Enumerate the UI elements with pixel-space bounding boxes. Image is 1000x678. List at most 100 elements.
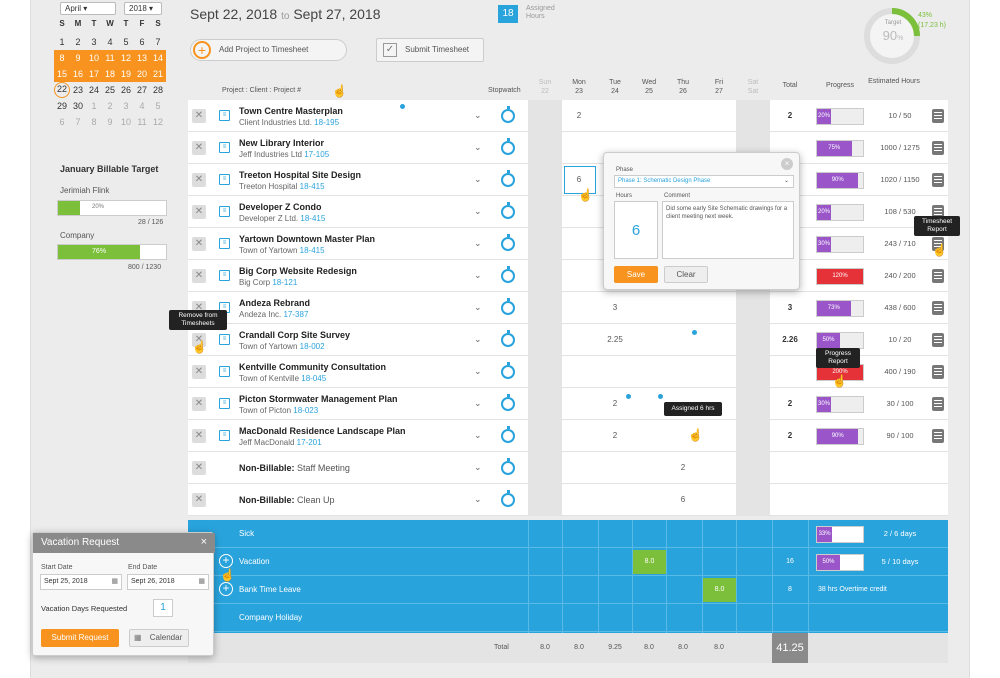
hours-field[interactable]: 6 — [614, 201, 658, 259]
leave-progress-bar[interactable]: 50% — [816, 554, 864, 571]
month-select[interactable]: April ▾ — [60, 2, 116, 15]
stopwatch-icon[interactable] — [501, 490, 515, 507]
calendar-day[interactable]: 7 — [75, 117, 81, 127]
calendar-day[interactable]: 9 — [107, 117, 113, 127]
calendar-day[interactable]: 21 — [150, 66, 166, 82]
calendar-day[interactable]: 15 — [54, 66, 70, 82]
calendar-day[interactable]: 12 — [152, 117, 163, 127]
calendar-day[interactable]: 30 — [72, 101, 83, 111]
leave-hours-cell[interactable]: 8.0 — [633, 550, 666, 574]
calendar-day[interactable]: 25 — [104, 85, 115, 95]
hours-cell[interactable]: 2.25 — [607, 335, 623, 344]
report-icon[interactable] — [932, 365, 944, 379]
report-icon[interactable] — [932, 205, 944, 219]
document-icon[interactable]: ≡ — [219, 270, 230, 281]
hours-cell[interactable]: 2 — [576, 111, 582, 120]
report-icon[interactable] — [932, 237, 944, 251]
remove-icon[interactable]: ✕ — [192, 205, 206, 219]
calendar-day[interactable]: 20 — [134, 66, 150, 82]
leave-hours-cell[interactable]: 8.0 — [703, 578, 736, 602]
document-icon[interactable]: ≡ — [219, 366, 230, 377]
vacation-days-field[interactable]: 1 — [153, 599, 173, 617]
remove-icon[interactable]: ✕ — [192, 365, 206, 379]
calendar-day[interactable]: 6 — [139, 37, 145, 47]
progress-bar[interactable]: 50% — [816, 332, 864, 349]
calendar-day[interactable]: 14 — [150, 50, 166, 66]
document-icon[interactable]: ≡ — [219, 430, 230, 441]
calendar-day[interactable]: 28 — [152, 85, 163, 95]
calendar-day[interactable]: 29 — [56, 101, 67, 111]
document-icon[interactable]: ≡ — [219, 142, 230, 153]
remove-icon[interactable]: ✕ — [192, 173, 206, 187]
calendar-day[interactable]: 10 — [120, 117, 131, 127]
report-icon[interactable] — [932, 173, 944, 187]
hours-cell[interactable]: 6 — [680, 495, 686, 504]
leave-progress-bar[interactable]: 33% — [816, 526, 864, 543]
document-icon[interactable]: ≡ — [219, 334, 230, 345]
remove-icon[interactable]: ✕ — [192, 141, 206, 155]
calendar-day[interactable]: 7 — [155, 37, 161, 47]
hours-cell[interactable]: 2 — [612, 431, 618, 440]
stopwatch-icon[interactable] — [501, 202, 515, 219]
add-project-button[interactable]: + Add Project to Timesheet — [190, 39, 347, 61]
calendar-day[interactable]: 13 — [134, 50, 150, 66]
chevron-down-icon[interactable]: ⌄ — [474, 174, 482, 184]
stopwatch-icon[interactable] — [501, 266, 515, 283]
chevron-down-icon[interactable]: ⌄ — [474, 302, 482, 312]
report-icon[interactable] — [932, 109, 944, 123]
year-select[interactable]: 2018 ▾ — [124, 2, 162, 15]
close-icon[interactable]: × — [781, 158, 793, 170]
calendar-day[interactable]: 2 — [107, 101, 113, 111]
remove-icon[interactable]: ✕ — [192, 269, 206, 283]
clear-button[interactable]: Clear — [664, 266, 708, 283]
calendar-day[interactable]: 12 — [118, 50, 134, 66]
calendar-day[interactable]: 23 — [72, 85, 83, 95]
stopwatch-icon[interactable] — [501, 362, 515, 379]
progress-bar[interactable]: 90% — [816, 428, 864, 445]
document-icon[interactable]: ≡ — [219, 174, 230, 185]
progress-bar[interactable]: 30% — [816, 396, 864, 413]
calendar-day[interactable]: 18 — [102, 66, 118, 82]
stopwatch-icon[interactable] — [501, 298, 515, 315]
calendar-day[interactable]: 9 — [70, 50, 86, 66]
save-button[interactable]: Save — [614, 266, 658, 283]
calendar-day[interactable]: 8 — [54, 50, 70, 66]
calendar-day[interactable]: 10 — [86, 50, 102, 66]
calendar-day[interactable]: 27 — [136, 85, 147, 95]
add-circle-icon[interactable]: + — [219, 582, 233, 596]
calendar-day[interactable]: 11 — [137, 117, 147, 127]
calendar-day[interactable]: 3 — [123, 101, 129, 111]
calendar-day[interactable]: 26 — [120, 85, 131, 95]
hours-cell[interactable]: 2 — [612, 399, 618, 408]
calendar-day[interactable]: 4 — [139, 101, 145, 111]
chevron-down-icon[interactable]: ⌄ — [474, 430, 482, 440]
document-icon[interactable]: ≡ — [219, 238, 230, 249]
chevron-down-icon[interactable]: ⌄ — [474, 238, 482, 248]
calendar-day[interactable]: 11 — [102, 50, 118, 66]
calendar-day[interactable]: 16 — [70, 66, 86, 82]
remove-icon[interactable]: ✕ — [192, 493, 206, 507]
stopwatch-icon[interactable] — [501, 426, 515, 443]
chevron-down-icon[interactable]: ⌄ — [474, 494, 482, 504]
progress-bar[interactable]: 73% — [816, 300, 864, 317]
remove-icon[interactable]: ✕ — [192, 109, 206, 123]
stopwatch-icon[interactable] — [501, 138, 515, 155]
close-icon[interactable]: × — [200, 536, 207, 548]
calendar-day[interactable]: 8 — [91, 117, 97, 127]
calendar-day[interactable]: 22 — [54, 82, 70, 98]
report-icon[interactable] — [932, 269, 944, 283]
hours-cell[interactable]: 2 — [680, 463, 686, 472]
add-circle-icon[interactable]: + — [219, 554, 233, 568]
chevron-down-icon[interactable]: ⌄ — [474, 398, 482, 408]
hours-cell[interactable]: 6 — [576, 175, 582, 184]
remove-icon[interactable]: ✕ — [192, 429, 206, 443]
progress-bar[interactable]: 20% — [816, 108, 864, 125]
progress-bar[interactable]: 200% — [816, 364, 864, 381]
stopwatch-icon[interactable] — [501, 234, 515, 251]
calendar-day[interactable]: 1 — [59, 37, 65, 47]
comment-field[interactable]: Did some early Site Schematic drawings f… — [662, 201, 794, 259]
document-icon[interactable]: ≡ — [219, 110, 230, 121]
remove-icon[interactable]: ✕ — [192, 237, 206, 251]
active-hours-cell[interactable] — [564, 166, 596, 194]
chevron-down-icon[interactable]: ⌄ — [474, 270, 482, 280]
